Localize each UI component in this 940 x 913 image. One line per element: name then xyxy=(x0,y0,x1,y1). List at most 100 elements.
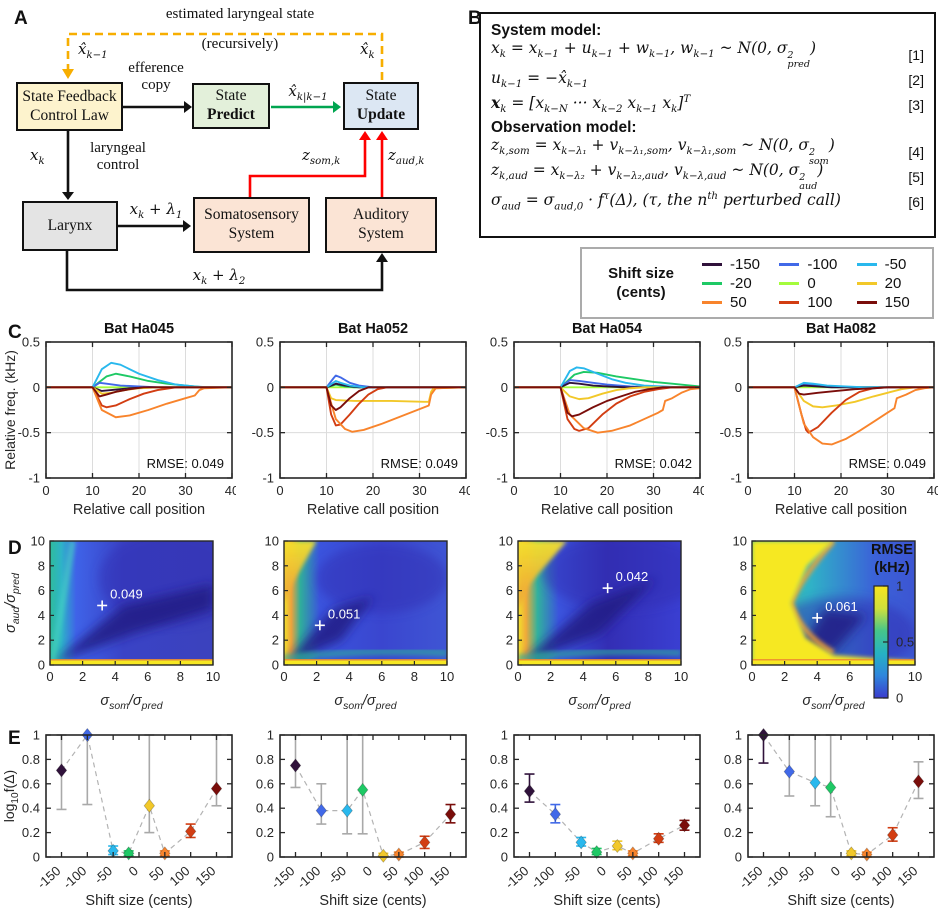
heatmap-svg: 0.049 00 2 2 4 4 6 6 8 8 10 10 σsom/σpred σaud/σpred xyxy=(3,534,220,713)
heatmap-bat-ha045: 0.049 0 0 2 2 4 4 6 6 8 8 10 10 σsom/σpred σaud/σpred xyxy=(2,534,236,732)
legend-entry: 150 xyxy=(856,293,924,312)
heatmap-svg: 0.051 00 2 2 4 4 6 6 8 8 10 10 σsom/σpred xyxy=(265,534,455,713)
svg-text:Shift size (cents): Shift size (cents) xyxy=(319,893,426,909)
legend-entry: 0 xyxy=(779,274,846,293)
svg-text:Shift size (cents): Shift size (cents) xyxy=(85,893,192,909)
svg-text:σsom/σpred: σsom/σpred xyxy=(568,693,631,712)
state-update-box: State Update xyxy=(343,82,419,130)
svg-text:Shift size (cents): Shift size (cents) xyxy=(787,893,894,909)
equation-row: xk = [xk−N ··· xk−2 xk−1 xk]T [3] xyxy=(491,93,924,116)
state-feedback-control-law-box: State Feedback Control Law xyxy=(16,82,123,131)
svg-text:-150: -150 xyxy=(34,863,63,892)
svg-text:0: 0 xyxy=(38,658,45,673)
svg-text:8: 8 xyxy=(411,669,418,684)
auditory-system-box: Auditory System xyxy=(325,197,437,253)
svg-text:4: 4 xyxy=(740,608,747,623)
legend-entry: -20 xyxy=(702,274,769,293)
svg-text:100: 100 xyxy=(869,863,895,889)
dashed-recursive-arrow xyxy=(66,32,384,80)
svg-text:6: 6 xyxy=(144,669,151,684)
svg-text:0: 0 xyxy=(506,658,513,673)
heatmap-svg: 0.042 00 2 2 4 4 6 6 8 8 10 10 σsom/σpred xyxy=(499,534,689,713)
xhat-prev-label: x̂k−1 xyxy=(78,40,108,61)
legend-color-swatch xyxy=(779,262,800,266)
line-chart-bat-ha054: Bat Ha054 0 10 20 30 40 0.5 0 -0.5 -1 RMSE: 0.042 R… xyxy=(470,318,708,528)
legend-color-swatch xyxy=(779,300,800,304)
svg-text:1: 1 xyxy=(501,728,508,743)
svg-text:10: 10 xyxy=(319,483,333,498)
svg-text:0: 0 xyxy=(272,658,279,673)
svg-text:0: 0 xyxy=(33,850,40,865)
svg-text:0.061: 0.061 xyxy=(825,599,858,614)
svg-text:Relative call position: Relative call position xyxy=(541,502,673,518)
svg-text:40: 40 xyxy=(225,483,236,498)
legend-color-swatch xyxy=(702,300,722,304)
efference-copy-label: efference copy xyxy=(128,60,184,94)
svg-text:RMSE: RMSE xyxy=(871,542,913,558)
svg-text:50: 50 xyxy=(380,863,401,884)
svg-text:4: 4 xyxy=(38,608,45,623)
svg-text:(kHz): (kHz) xyxy=(874,560,910,576)
svg-text:1: 1 xyxy=(896,579,903,594)
scatter-chart-svg: -150-100 -50 0 50 100 150 0 0.2 0.4 0.6 0.8 1 Shift … xyxy=(490,728,701,909)
svg-text:0.8: 0.8 xyxy=(490,752,508,767)
model-equations-box: System model: xk = xk−1 + uk−1 + wk−1, w… xyxy=(479,12,936,238)
svg-text:8: 8 xyxy=(506,558,513,573)
svg-text:20: 20 xyxy=(132,483,146,498)
svg-text:0.8: 0.8 xyxy=(22,752,40,767)
svg-text:40: 40 xyxy=(693,483,704,498)
svg-text:4: 4 xyxy=(580,669,587,684)
legend-color-swatch xyxy=(856,262,877,266)
svg-text:20: 20 xyxy=(834,483,848,498)
svg-text:0: 0 xyxy=(828,863,843,879)
svg-text:0.4: 0.4 xyxy=(724,801,742,816)
system-model-header: System model: xyxy=(491,22,602,39)
svg-text:0.2: 0.2 xyxy=(22,825,40,840)
panel-a-label: A xyxy=(14,8,28,29)
heatmap-bat-ha052: 0.051 0 0 2 2 4 4 6 6 8 8 10 10 σsom/σpred xyxy=(236,534,470,732)
xk-lambda1-label: xk + λ1 xyxy=(129,200,183,221)
svg-text:6: 6 xyxy=(38,583,45,598)
svg-text:0: 0 xyxy=(735,850,742,865)
svg-text:0.5: 0.5 xyxy=(724,335,742,350)
svg-text:1: 1 xyxy=(267,728,274,743)
legend-color-swatch xyxy=(856,281,877,285)
heatmap-bat-ha054: 0.042 0 0 2 2 4 4 6 6 8 8 10 10 σsom/σpred xyxy=(470,534,704,732)
svg-text:1: 1 xyxy=(735,728,742,743)
svg-text:10: 10 xyxy=(206,669,220,684)
svg-text:-50: -50 xyxy=(91,863,115,887)
scatter-chart-svg: -150-100 -50 0 50 100 150 0 0.2 0.4 0.6 0.8 1 Shift … xyxy=(1,728,233,909)
svg-text:10: 10 xyxy=(265,535,279,549)
svg-text:0: 0 xyxy=(514,669,521,684)
svg-text:0.049: 0.049 xyxy=(110,586,143,601)
svg-text:40: 40 xyxy=(459,483,470,498)
svg-text:0.4: 0.4 xyxy=(256,801,274,816)
svg-text:30: 30 xyxy=(178,483,192,498)
svg-text:0.2: 0.2 xyxy=(256,825,274,840)
observation-model-header: Observation model: xyxy=(491,119,637,136)
svg-text:0: 0 xyxy=(501,850,508,865)
svg-text:0.4: 0.4 xyxy=(490,801,508,816)
svg-text:6: 6 xyxy=(272,583,279,598)
equation-row: uk−1 = −x̂k−1 [2] xyxy=(491,68,924,91)
svg-text:150: 150 xyxy=(894,863,920,889)
xhat-k-label: x̂k xyxy=(360,40,375,61)
svg-text:-100: -100 xyxy=(294,863,323,892)
legend-color-swatch xyxy=(856,300,877,304)
svg-text:4: 4 xyxy=(272,608,279,623)
svg-text:RMSE: 0.049: RMSE: 0.049 xyxy=(381,456,458,471)
scatter-chart-svg: -150-100 -50 0 50 100 150 0 0.2 0.4 0.6 0.8 1 Shift … xyxy=(724,728,935,909)
svg-text:-1: -1 xyxy=(496,471,508,486)
svg-text:4: 4 xyxy=(506,608,513,623)
somato-feedback-arrow xyxy=(248,140,367,197)
svg-text:2: 2 xyxy=(740,633,747,648)
laryngeal-control-label: laryngeal control xyxy=(90,140,146,174)
legend-entries: -150 -20 50 -100 0 100 -50 20 150 xyxy=(692,255,924,312)
svg-text:-50: -50 xyxy=(793,863,817,887)
scatter-chart-bat-ha054: -150 -100 -50 0 50 100 150 0 0.2 0.4 0.6 0.8 1 Shift … xyxy=(470,727,704,913)
svg-text:0.6: 0.6 xyxy=(724,776,742,791)
line-chart-svg: Bat Ha052 0 10 20 30 40 0.5 0 -0.5 -1 RMSE: 0.049 R… xyxy=(252,321,474,518)
scatter-chart-bat-ha052: -150 -100 -50 0 50 100 150 0 0.2 0.4 0.6 0.8 1 Shift … xyxy=(236,727,470,913)
